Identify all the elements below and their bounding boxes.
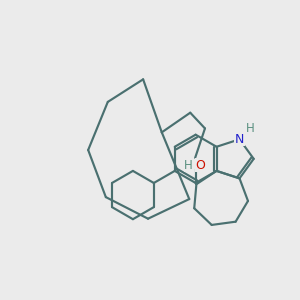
Text: O: O — [195, 159, 205, 172]
Text: N: N — [235, 133, 244, 146]
Text: H: H — [184, 159, 193, 172]
Text: H: H — [245, 122, 254, 136]
